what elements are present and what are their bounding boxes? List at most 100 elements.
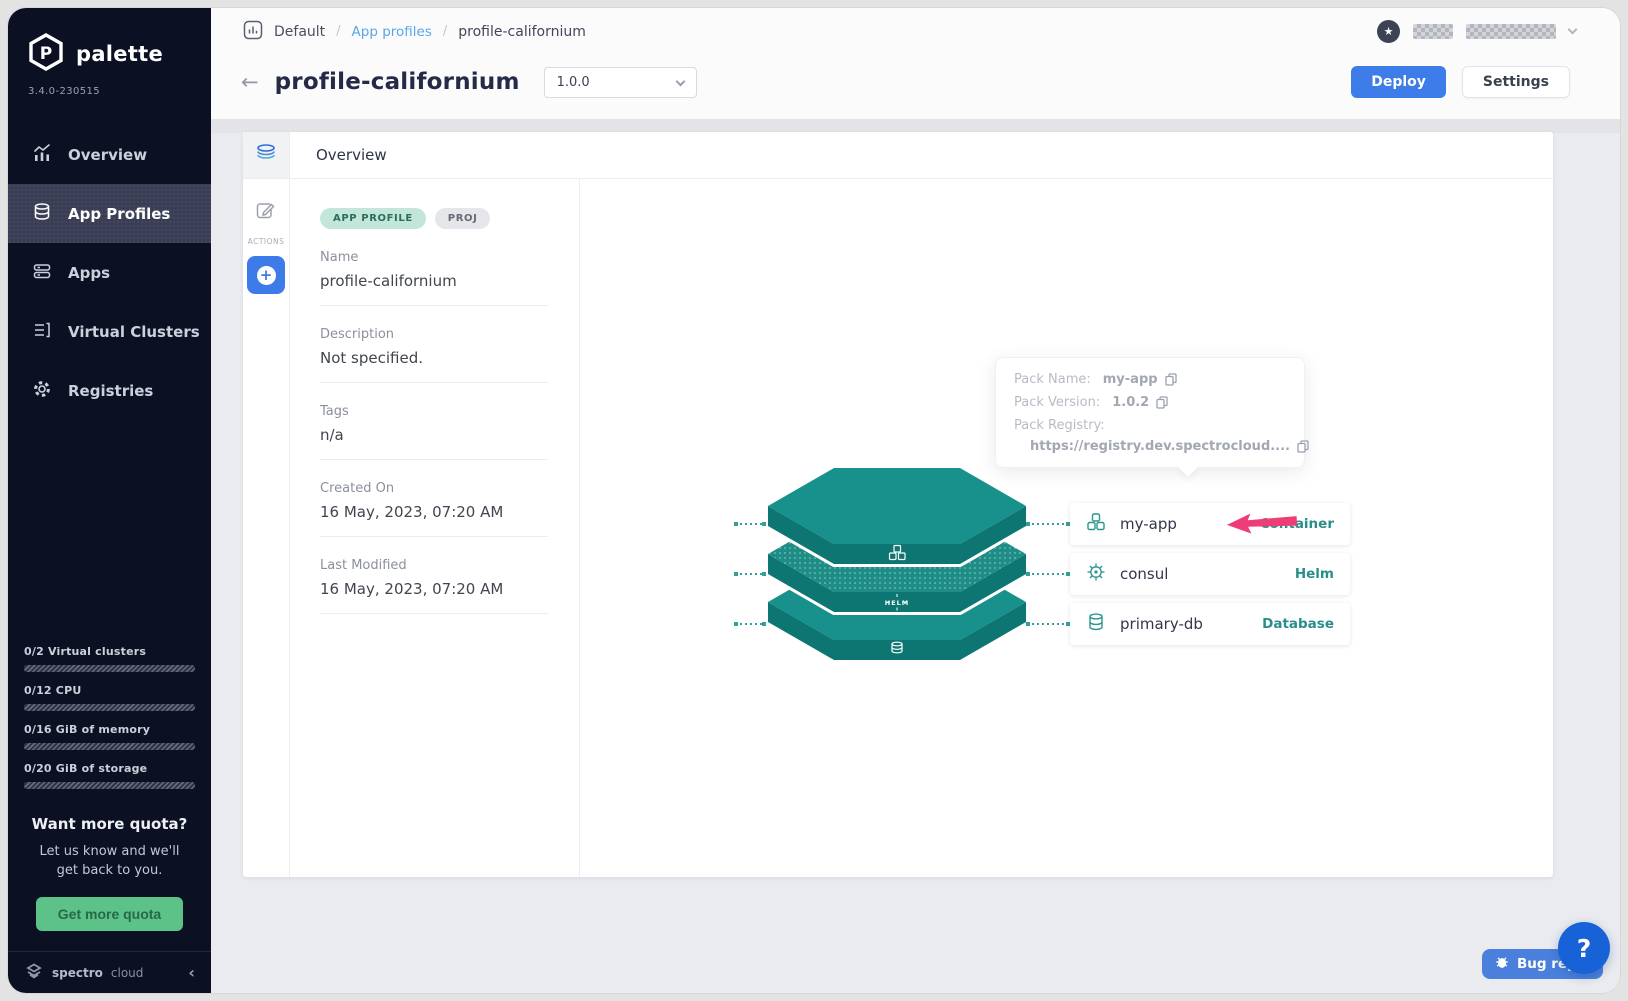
apps-icon [32,261,52,285]
back-button[interactable]: ← [241,70,259,94]
quota-bar-virtual-clusters [24,665,195,673]
sidebar: P palette 3.4.0-230515 Overview [8,8,211,993]
field-value: profile-californium [320,272,457,290]
promo-title: Want more quota? [31,815,188,834]
quota-virtual-clusters: 0/2 Virtual clusters [24,645,147,659]
connector-line [734,622,766,626]
version-select[interactable]: 1.0.0 [543,66,697,98]
container-icon [1086,512,1106,536]
brand-name: palette [76,42,164,66]
pack-row-consul[interactable]: consul Helm [1070,553,1350,595]
pack-name-label: Pack Name: [1014,372,1091,387]
field-tags: Tags n/a [320,404,579,460]
sidebar-item-virtual-clusters[interactable]: Virtual Clusters [8,302,211,361]
pack-registry-value: https://registry.dev.spectrocloud.... [1030,439,1290,454]
sidebar-collapse-button[interactable]: ‹ [188,963,195,982]
copy-icon[interactable] [1156,396,1168,409]
connector-line [734,572,766,576]
pack-name: my-app [1120,515,1177,533]
profile-details: APP PROFILE PROJ Name profile-californiu… [290,179,580,877]
quota-bar-cpu [24,704,195,712]
sidebar-item-label: Registries [68,381,154,400]
pack-type: Database [1262,616,1334,632]
brand: P palette [8,8,211,76]
connector-line [1026,622,1070,626]
field-value: 16 May, 2023, 07:20 AM [320,503,504,521]
pack-type: Helm [1294,566,1334,582]
profile-header: ← profile-californium 1.0.0 Deploy Setti… [211,55,1620,119]
get-more-quota-button[interactable]: Get more quota [35,897,184,931]
field-value: 16 May, 2023, 07:20 AM [320,580,504,598]
help-button[interactable]: ? [1558,922,1610,974]
pack-version-row: Pack Version: 1.0.2 [1014,395,1286,410]
sidebar-nav: Overview App Profiles [8,125,211,420]
field-value: n/a [320,426,344,444]
copy-icon[interactable] [1297,440,1309,453]
edit-profile-button[interactable] [255,199,277,221]
virtual-clusters-icon [32,320,52,344]
version-select-value: 1.0.0 [556,74,590,90]
deploy-button[interactable]: Deploy [1351,66,1446,98]
pack-tooltip: Pack Name: my-app Pack Version: 1.0.2 [995,357,1309,468]
pack-registry-url-row: https://registry.dev.spectrocloud.... [1014,439,1309,454]
pack-row-primary-db[interactable]: primary-db Database [1070,603,1350,645]
app-profiles-icon [32,202,52,226]
app-window: P palette 3.4.0-230515 Overview [8,8,1620,993]
pack-registry-label: Pack Registry: [1014,418,1105,433]
badges-row: APP PROFILE PROJ [320,208,579,229]
promo-body: Let us know and we'll get back to you. [39,844,180,879]
topbar-right: ★ [1377,20,1578,43]
layers-icon [254,141,278,169]
chevron-down-icon[interactable] [1567,24,1578,35]
tab-overview[interactable] [243,132,289,179]
field-label: Description [320,327,395,342]
breadcrumb-current: profile-californium [458,23,586,40]
sidebar-item-overview[interactable]: Overview [8,125,211,184]
connector-line [734,522,766,526]
card-tab-row: Overview [290,132,1553,179]
helm-icon [1086,562,1106,586]
pack-version-label: Pack Version: [1014,395,1101,410]
svg-text:P: P [40,44,52,64]
connector-line [1026,522,1070,526]
sidebar-item-registries[interactable]: Registries [8,361,211,420]
breadcrumb: Default / App profiles / profile-califor… [211,8,1620,55]
profile-stack-illustration: HELM [765,464,1029,668]
divider [320,536,548,537]
divider [320,305,548,306]
sidebar-item-app-profiles[interactable]: App Profiles [8,184,211,243]
quota-bar-storage [24,782,195,790]
card-rail: ACTIONS + [243,132,290,877]
quota-promo: Want more quota? Let us know and we'll g… [8,801,211,951]
quota-cpu: 0/12 CPU [24,684,82,698]
project-dashboard-icon [243,20,263,44]
star-icon[interactable]: ★ [1377,20,1400,43]
breadcrumb-separator: / [336,24,341,39]
quota-memory: 0/16 GiB of memory [24,723,151,737]
breadcrumb-separator: / [442,24,448,39]
analytics-icon [32,143,52,167]
palette-logo-icon: P [26,32,66,76]
divider [320,613,548,614]
divider [320,459,548,460]
breadcrumb-app-profiles-link[interactable]: App profiles [351,23,432,40]
pack-name: consul [1120,565,1169,583]
copy-icon[interactable] [1164,373,1177,386]
sidebar-item-apps[interactable]: Apps [8,243,211,302]
field-label: Created On [320,481,395,496]
sidebar-item-label: App Profiles [68,204,171,223]
redacted-user-block [1413,24,1453,39]
proj-badge: PROJ [434,208,491,229]
add-tier-button[interactable]: + [247,256,285,294]
pack-version-value: 1.0.2 [1112,395,1150,410]
quota-storage: 0/20 GiB of storage [24,762,148,776]
annotation-arrow-icon [1224,508,1299,542]
field-label: Last Modified [320,558,407,573]
breadcrumb-project[interactable]: Default [274,23,326,40]
footer-brand-spectro: spectro [52,965,103,980]
settings-button[interactable]: Settings [1461,66,1570,98]
pack-row-my-app[interactable]: my-app Container [1070,503,1350,545]
app-version: 3.4.0-230515 [28,86,101,97]
plus-icon: + [256,265,276,285]
overview-card: ACTIONS + Overview APP PROFILE PROJ Name… [243,132,1553,877]
